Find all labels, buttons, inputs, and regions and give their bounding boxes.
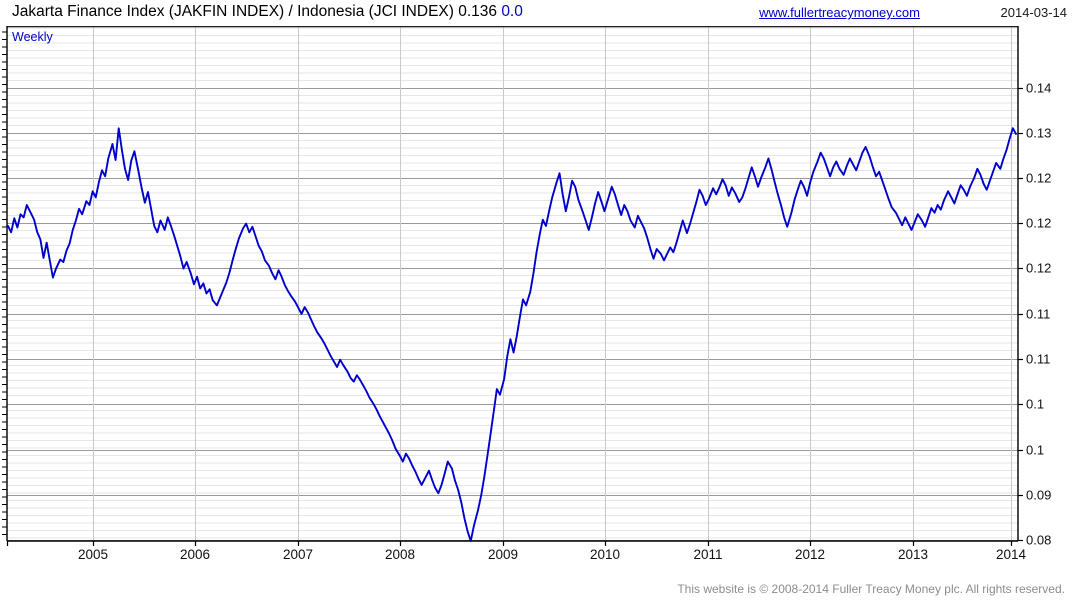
- x-axis-tick-label: 2012: [794, 547, 826, 562]
- page-title: Jakarta Finance Index (JAKFIN INDEX) / I…: [12, 3, 523, 21]
- title-change-value: 0.0: [501, 3, 523, 20]
- price-chart-svg[interactable]: [0, 26, 1075, 546]
- x-axis-ticks: [6, 541, 1013, 546]
- minor-gridlines: [7, 27, 1018, 539]
- data-series-line: [7, 127, 1017, 543]
- y-axis-tick-label: 0.08: [1026, 532, 1052, 548]
- x-axis-tick-label: 2014: [995, 547, 1027, 562]
- y-axis-tick-label: 0.1: [1026, 396, 1045, 412]
- y-axis-tick-label: 0.12: [1026, 170, 1052, 186]
- vertical-gridlines: [93, 26, 1012, 541]
- y-axis-tick-label: 0.11: [1026, 351, 1051, 367]
- chart-date: 2014-03-14: [1000, 5, 1068, 20]
- x-axis-tick-label: 2013: [897, 547, 929, 562]
- x-axis-tick-label: 2006: [179, 547, 211, 562]
- chart-plot-area: Weekly: [0, 26, 1075, 546]
- major-gridlines: [7, 88, 1018, 541]
- x-axis-tick-label: 2005: [77, 547, 109, 562]
- title-text: Jakarta Finance Index (JAKFIN INDEX) / I…: [12, 3, 497, 20]
- copyright-footer: This website is © 2008-2014 Fuller Treac…: [677, 582, 1065, 596]
- y-axis-ticks: [2, 31, 1023, 542]
- y-axis-tick-label: 0.14: [1026, 80, 1052, 96]
- y-axis-tick-label: 0.13: [1026, 125, 1052, 141]
- x-axis-tick-label: 2008: [384, 547, 416, 562]
- x-axis-tick-label: 2007: [282, 547, 314, 562]
- x-axis-tick-label: 2011: [693, 547, 723, 562]
- y-axis-tick-label: 0.12: [1026, 215, 1052, 231]
- x-axis-tick-label: 2009: [487, 547, 519, 562]
- site-url-link[interactable]: www.fullertreacymoney.com: [759, 5, 920, 20]
- y-axis-tick-label: 0.11: [1026, 306, 1051, 322]
- y-axis-tick-label: 0.1: [1026, 442, 1045, 458]
- chart-header: Jakarta Finance Index (JAKFIN INDEX) / I…: [0, 0, 1075, 26]
- y-axis-tick-label: 0.12: [1026, 260, 1052, 276]
- y-axis-tick-label: 0.09: [1026, 487, 1052, 503]
- x-axis-tick-label: 2010: [589, 547, 621, 562]
- plot-frame: [6, 26, 1019, 542]
